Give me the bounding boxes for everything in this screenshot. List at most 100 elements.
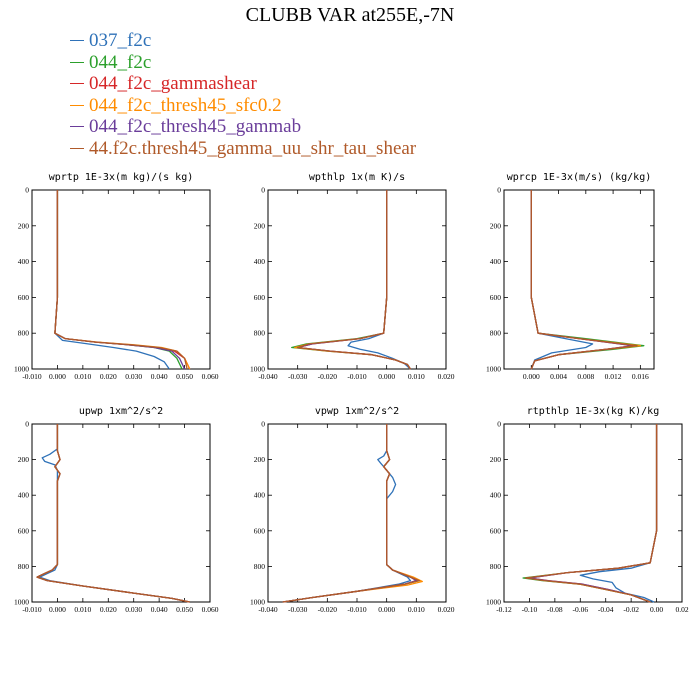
series-line: [282, 424, 420, 603]
legend-label: 44.f2c.thresh45_gamma_uu_shr_tau_shear: [89, 137, 417, 159]
x-tick-label: 0.012: [605, 372, 622, 381]
x-tick-label: 0.040: [151, 605, 168, 614]
y-tick-label: 1000: [14, 598, 29, 607]
y-tick-label: 0: [25, 420, 29, 429]
x-tick-label: -0.030: [288, 605, 308, 614]
y-tick-label: 0: [261, 186, 265, 195]
legend-item: 037_f2c: [70, 30, 416, 52]
legend-item: 044_f2c_gammashear: [70, 73, 416, 95]
x-tick-label: -0.030: [288, 372, 308, 381]
y-tick-label: 600: [254, 293, 266, 302]
y-tick-label: 200: [254, 455, 266, 464]
axes-frame: [267, 423, 447, 603]
x-tick-label: -0.010: [347, 605, 367, 614]
series-line: [524, 424, 658, 603]
y-tick-label: 1000: [250, 598, 265, 607]
x-tick-label: -0.08: [547, 605, 563, 614]
legend-item: 44.f2c.thresh45_gamma_uu_shr_tau_shear: [70, 138, 416, 160]
y-tick-label: 0: [261, 420, 265, 429]
legend-item: 044_f2c_thresh45_gammab: [70, 116, 416, 138]
x-tick-label: 0.00: [650, 605, 663, 614]
legend-label: 044_f2c: [89, 51, 152, 73]
x-tick-label: -0.020: [318, 605, 338, 614]
y-tick-label: 600: [490, 293, 502, 302]
x-tick-label: -0.020: [318, 372, 338, 381]
series-line: [297, 190, 411, 370]
x-tick-label: 0.020: [438, 605, 455, 614]
x-tick-label: 0.060: [202, 605, 219, 614]
x-tick-label: -0.12: [496, 605, 512, 614]
series-line: [530, 190, 645, 370]
y-tick-label: 600: [254, 526, 266, 535]
y-tick-label: 0: [497, 186, 501, 195]
x-tick-label: -0.04: [598, 605, 614, 614]
y-tick-label: 200: [18, 221, 30, 230]
x-tick-label: -0.040: [258, 372, 278, 381]
legend-swatch: [70, 126, 84, 128]
legend-swatch: [70, 83, 84, 85]
x-tick-label: 0.020: [100, 372, 117, 381]
series-line: [282, 424, 412, 603]
panel-title: wprtp 1E-3x(m kg)/(s kg): [49, 172, 194, 183]
x-tick-label: 0.060: [202, 372, 219, 381]
series-line: [347, 190, 411, 370]
x-tick-label: 0.050: [176, 372, 193, 381]
y-tick-label: 400: [18, 491, 30, 500]
x-tick-label: 0.050: [176, 605, 193, 614]
axes-frame: [503, 423, 683, 603]
axes-frame: [31, 423, 211, 603]
legend-swatch: [70, 147, 84, 149]
panel: wpthlp 1x(m K)/s -0.040 -0.030 -0.020 -0.010…: [250, 172, 455, 381]
series-line: [282, 424, 420, 603]
panel: rtpthlp 1E-3x(kg K)/kg -0.12 -0.10 -0.08 -0.…: [486, 406, 689, 614]
y-tick-label: 800: [490, 329, 502, 338]
panel-title: rtpthlp 1E-3x(kg K)/kg: [527, 406, 659, 417]
axes-frame: [31, 189, 211, 370]
y-tick-label: 1000: [486, 598, 501, 607]
legend-label: 044_f2c_gammashear: [89, 73, 257, 95]
y-tick-label: 0: [25, 186, 29, 195]
series-line: [282, 424, 417, 603]
legend-swatch: [70, 40, 84, 42]
y-tick-label: 800: [18, 562, 30, 571]
x-tick-label: 0.010: [74, 605, 91, 614]
series-line: [36, 424, 190, 603]
x-tick-label: 0.010: [408, 605, 425, 614]
x-tick-label: 0.010: [74, 372, 91, 381]
x-tick-label: 0.020: [100, 605, 117, 614]
x-tick-label: -0.010: [22, 605, 42, 614]
x-tick-label: 0.000: [49, 605, 66, 614]
y-tick-label: 800: [254, 329, 266, 338]
series-line: [579, 424, 658, 603]
series-line: [36, 424, 190, 603]
x-tick-label: 0.016: [632, 372, 649, 381]
y-tick-label: 400: [254, 257, 266, 266]
x-tick-label: 0.02: [675, 605, 688, 614]
y-tick-label: 800: [254, 562, 266, 571]
y-tick-label: 600: [18, 293, 30, 302]
series-line: [282, 424, 423, 603]
x-tick-label: 0.030: [125, 372, 142, 381]
y-tick-label: 0: [497, 420, 501, 429]
panel-title: wprcp 1E-3x(m/s) (kg/kg): [507, 172, 652, 183]
y-tick-label: 1000: [486, 365, 501, 374]
series-line: [530, 190, 594, 370]
series-line: [36, 424, 190, 603]
x-tick-label: 0.020: [438, 372, 455, 381]
x-tick-label: -0.040: [258, 605, 278, 614]
y-tick-label: 400: [18, 257, 30, 266]
x-tick-label: -0.010: [347, 372, 367, 381]
x-tick-label: -0.02: [623, 605, 639, 614]
x-tick-label: 0.000: [523, 372, 540, 381]
x-tick-label: 0.000: [49, 372, 66, 381]
figure-title: CLUBB VAR at255E,-7N: [245, 4, 455, 26]
legend-item: 044_f2c_thresh45_sfc0.2: [70, 95, 416, 117]
y-tick-label: 800: [490, 562, 502, 571]
panel-title: upwp 1xm^2/s^2: [79, 406, 163, 417]
y-tick-label: 200: [490, 455, 502, 464]
series-line: [54, 190, 188, 370]
series-line: [530, 190, 638, 370]
legend-label: 037_f2c: [89, 30, 152, 52]
axes-frame: [503, 189, 655, 370]
